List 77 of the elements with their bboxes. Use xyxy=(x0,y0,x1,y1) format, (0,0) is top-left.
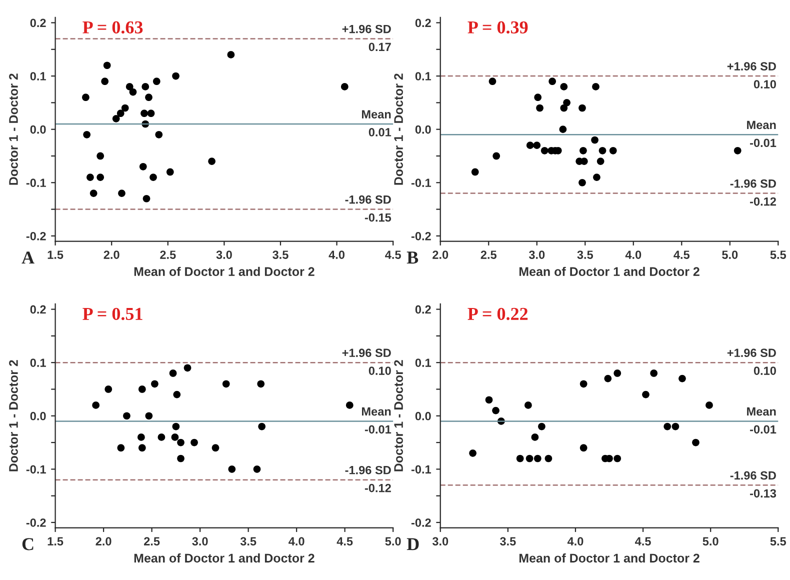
ref-line-label: -1.96 SD -0.15 xyxy=(345,195,392,222)
x-tick-label: 4.0 xyxy=(625,250,642,259)
x-axis-title: Mean of Doctor 1 and Doctor 2 xyxy=(134,553,314,563)
x-tick-label: 5.0 xyxy=(385,537,401,546)
x-tick-label: 2.5 xyxy=(144,537,160,546)
text: B xyxy=(406,252,418,264)
x-tick-label: 2.5 xyxy=(480,250,496,259)
y-axis-title: Doctor 1 - Doctor 2 xyxy=(9,74,18,185)
y-tick-label: 0.0 xyxy=(30,125,46,134)
chart-title: P = 0.22 xyxy=(468,308,528,320)
x-tick-label: 3.0 xyxy=(528,250,545,259)
y-tick-label: -0.1 xyxy=(26,465,46,474)
y-tick-label: 0.1 xyxy=(30,72,46,80)
x-tick-label: 3.5 xyxy=(240,537,256,546)
x-tick-label: 3.5 xyxy=(577,250,594,259)
x-tick-label: 1.5 xyxy=(48,250,64,259)
y-tick-label: 0.1 xyxy=(415,72,432,80)
y-tick-label: 0.2 xyxy=(30,18,46,28)
x-tick-label: 4.5 xyxy=(674,250,690,259)
text: D xyxy=(406,538,419,550)
y-tick-label: -0.2 xyxy=(411,518,431,527)
y-tick-label: 0.1 xyxy=(415,358,432,367)
ref-line-label: -1.96 SD -0.12 xyxy=(730,179,776,206)
ref-line-label: +1.96 SD 0.10 xyxy=(727,62,776,88)
x-tick-label: 5.0 xyxy=(702,537,718,546)
chart-title: P = 0.51 xyxy=(82,308,142,320)
x-tick-label: 3.0 xyxy=(192,537,208,546)
y-tick-label: -0.1 xyxy=(411,178,432,188)
x-tick-label: 1.5 xyxy=(48,537,64,546)
ref-line-label: +1.96 SD 0.10 xyxy=(342,348,391,375)
y-axis-title: Doctor 1 - Doctor 2 xyxy=(9,360,18,472)
ref-line-label: Mean -0.01 xyxy=(747,407,776,434)
y-axis-title: Doctor 1 - Doctor 2 xyxy=(394,74,403,185)
x-tick-label: 5.5 xyxy=(770,250,786,259)
ref-line-label: +1.96 SD 0.17 xyxy=(342,24,391,52)
y-tick-label: 0.0 xyxy=(415,125,431,134)
x-tick-label: 4.0 xyxy=(328,250,345,259)
y-axis-title: Doctor 1 - Doctor 2 xyxy=(394,360,403,472)
y-tick-label: 0.2 xyxy=(415,305,431,314)
text: C xyxy=(22,538,34,550)
x-tick-label: 3.5 xyxy=(500,537,516,546)
x-tick-label: 3.0 xyxy=(216,250,232,259)
x-tick-label: 4.5 xyxy=(336,537,353,546)
chart-title: P = 0.63 xyxy=(82,21,143,34)
ref-line-label: Mean -0.01 xyxy=(747,120,776,148)
x-tick-label: 3.0 xyxy=(432,537,448,546)
chart-title: P = 0.39 xyxy=(468,21,528,34)
x-axis-title: Mean of Doctor 1 and Doctor 2 xyxy=(134,266,314,276)
x-tick-label: 4.5 xyxy=(635,537,651,546)
ref-line-label: Mean 0.01 xyxy=(362,110,392,136)
y-tick-label: -0.2 xyxy=(26,518,46,527)
x-tick-label: 2.0 xyxy=(432,250,448,259)
y-tick-label: 0.2 xyxy=(30,305,46,314)
x-tick-label: 4.0 xyxy=(567,537,584,546)
y-tick-label: -0.2 xyxy=(411,232,431,240)
x-tick-label: 4.5 xyxy=(385,250,401,259)
y-tick-label: 0.0 xyxy=(415,412,431,420)
x-tick-label: 5.0 xyxy=(722,250,738,259)
ref-line-label: +1.96 SD 0.10 xyxy=(727,348,776,375)
x-tick-label: 2.0 xyxy=(104,250,120,259)
y-tick-label: -0.1 xyxy=(411,465,432,474)
x-tick-label: 2.0 xyxy=(96,537,112,546)
x-axis-title: Mean of Doctor 1 and Doctor 2 xyxy=(519,553,700,563)
x-tick-label: 2.5 xyxy=(160,250,176,259)
y-tick-label: -0.2 xyxy=(26,232,46,240)
x-tick-label: 4.0 xyxy=(288,537,304,546)
ref-line-label: -1.96 SD -0.13 xyxy=(730,471,776,498)
ref-line-label: -1.96 SD -0.12 xyxy=(345,466,391,492)
x-axis-title: Mean of Doctor 1 and Doctor 2 xyxy=(519,266,700,276)
y-tick-label: -0.1 xyxy=(26,178,46,188)
y-tick-label: 0.0 xyxy=(30,412,46,420)
y-tick-label: 0.2 xyxy=(415,18,431,28)
text: A xyxy=(22,252,34,264)
y-tick-label: 0.1 xyxy=(30,358,46,367)
x-tick-label: 5.5 xyxy=(770,537,786,546)
x-tick-label: 3.5 xyxy=(272,250,288,259)
ref-line-label: Mean -0.01 xyxy=(362,407,392,434)
